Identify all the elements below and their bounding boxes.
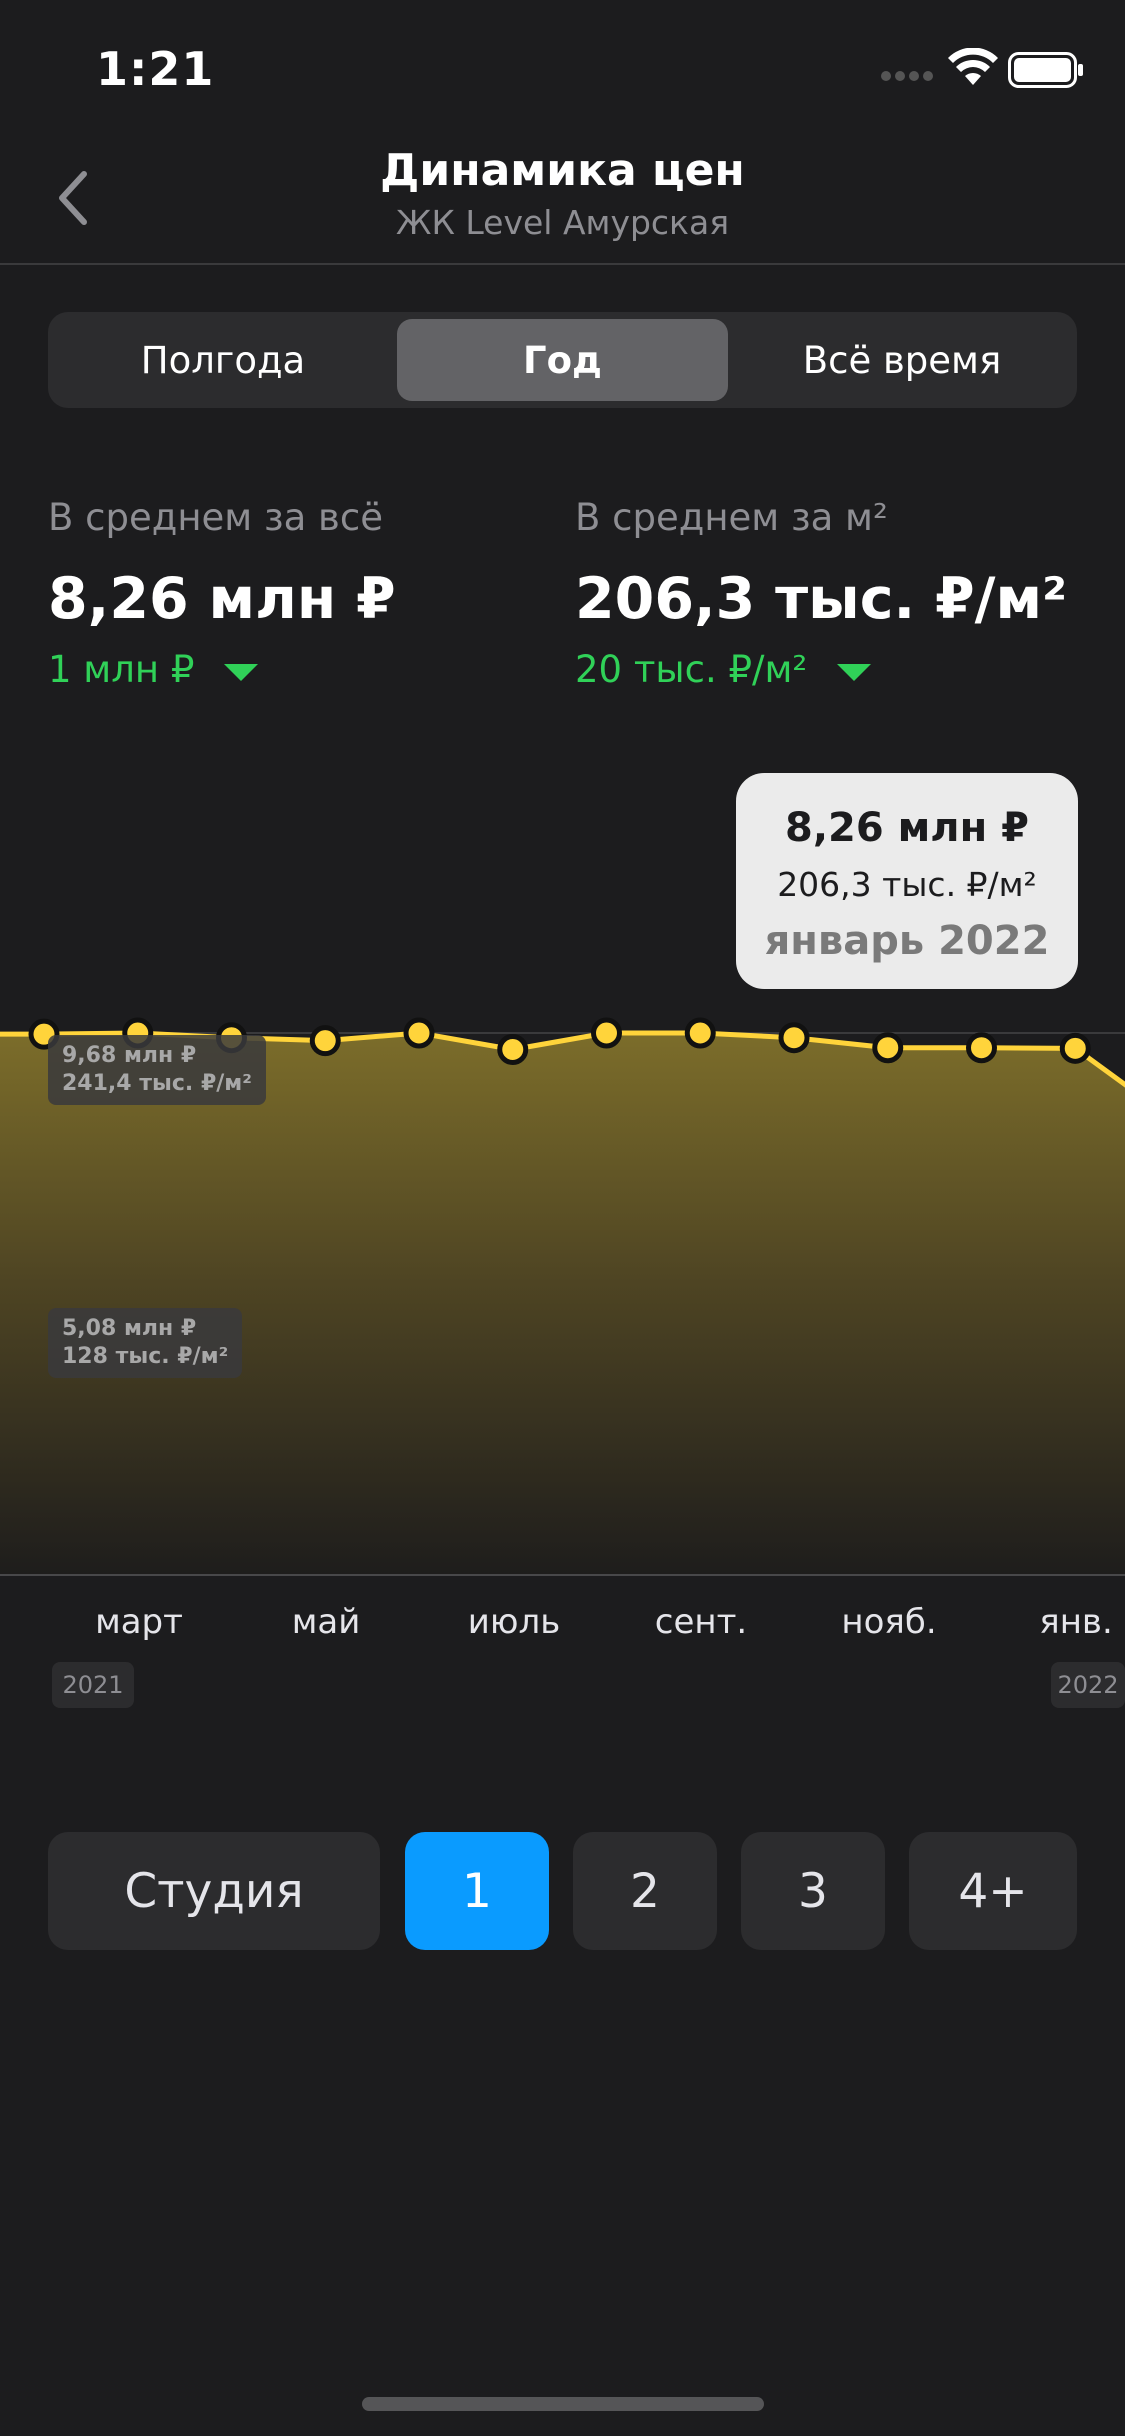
chart-tooltip: 8,26 млн ₽ 206,3 тыс. ₽/м² январь 2022	[736, 773, 1078, 989]
x-label-may: май	[291, 1602, 361, 1642]
chart-point[interactable]	[966, 1032, 997, 1064]
x-label-november: нояб.	[841, 1602, 937, 1642]
chart-point[interactable]	[591, 1017, 622, 1049]
page-title: Динамика цен	[380, 145, 745, 196]
gridline-label-upper: 9,68 млн ₽ 241,4 тыс. ₽/м²	[48, 1035, 266, 1105]
room-filter-3[interactable]: 3	[741, 1832, 885, 1950]
home-indicator	[362, 2397, 764, 2411]
tab-half-year[interactable]: Полгода	[140, 338, 306, 382]
page-subtitle: ЖК Level Амурская	[395, 203, 730, 242]
avg-total-label: В среднем за всё	[48, 496, 383, 539]
chart-point[interactable]	[1059, 1032, 1091, 1064]
chart-point[interactable]	[684, 1017, 716, 1049]
x-label-march: март	[95, 1602, 183, 1642]
avg-sqm-label: В среднем за м²	[575, 496, 888, 539]
period-segmented-control: Полгода Год Всё время	[48, 312, 1077, 408]
wifi-icon	[948, 48, 998, 85]
x-label-july: июль	[467, 1602, 561, 1642]
tab-all-time[interactable]: Всё время	[802, 338, 1002, 382]
decrease-arrow-icon	[837, 664, 872, 681]
gridline-upper-price: 9,68 млн ₽	[62, 1043, 197, 1068]
chart-point[interactable]	[872, 1032, 904, 1064]
back-button[interactable]	[46, 164, 102, 232]
tooltip-per-sqm: 206,3 тыс. ₽/м²	[777, 865, 1037, 904]
battery-icon	[1008, 52, 1083, 88]
avg-sqm-change-text: 20 тыс. ₽/м²	[575, 648, 808, 691]
chart-point[interactable]	[778, 1022, 810, 1054]
gridline-lower-sqm: 128 тыс. ₽/м²	[62, 1344, 229, 1369]
chart-point[interactable]	[403, 1017, 435, 1049]
tab-year[interactable]: Год	[397, 319, 728, 401]
gridline-lower-price: 5,08 млн ₽	[62, 1316, 197, 1341]
tooltip-price: 8,26 млн ₽	[784, 805, 1029, 851]
gridline-upper-sqm: 241,4 тыс. ₽/м²	[62, 1071, 252, 1096]
tooltip-date: январь 2022	[764, 918, 1050, 964]
room-filter-1[interactable]: 1	[405, 1832, 549, 1950]
chart-price-line	[0, 1030, 1125, 1088]
avg-total-value: 8,26 млн ₽	[48, 566, 396, 632]
status-time: 1:21	[96, 42, 215, 96]
avg-sqm-value: 206,3 тыс. ₽/м²	[575, 566, 1068, 632]
decrease-arrow-icon	[224, 664, 259, 681]
avg-total-change-text: 1 млн ₽	[48, 648, 195, 691]
chart-area-fill	[0, 1033, 1125, 1575]
gridline-label-lower: 5,08 млн ₽ 128 тыс. ₽/м²	[48, 1308, 243, 1378]
room-filter-2[interactable]: 2	[573, 1832, 717, 1950]
room-filter-4-plus[interactable]: 4+	[909, 1832, 1077, 1950]
chart-point[interactable]	[497, 1033, 529, 1065]
x-label-january: янв.	[1039, 1602, 1113, 1642]
avg-total-change: 1 млн ₽	[48, 648, 259, 691]
header-divider	[0, 263, 1125, 265]
avg-sqm-change: 20 тыс. ₽/м²	[575, 648, 872, 691]
x-label-september: сент.	[654, 1602, 748, 1642]
cellular-signal-icon	[881, 71, 933, 81]
chart-point[interactable]	[309, 1025, 341, 1057]
year-badge-2021: 2021	[52, 1662, 134, 1708]
year-badge-2022: 2022	[1051, 1662, 1125, 1708]
room-filter-studio[interactable]: Студия	[48, 1832, 380, 1950]
